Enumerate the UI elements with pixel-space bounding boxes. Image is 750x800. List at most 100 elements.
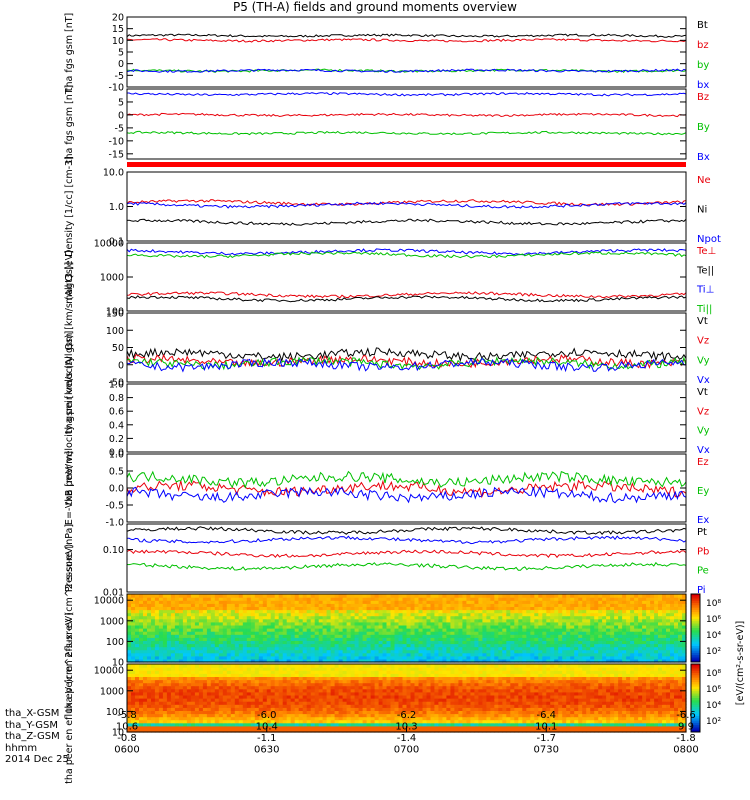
- spectrogram-cell: [398, 634, 404, 638]
- spectrogram-cell: [634, 719, 639, 724]
- spectrogram-cell: [174, 719, 180, 724]
- spectrogram-cell: [230, 631, 236, 635]
- spectrogram-cell: [522, 710, 527, 715]
- spectrogram-cell: [594, 704, 599, 708]
- spectrogram-cell: [422, 701, 428, 705]
- spectrogram-cell: [542, 609, 547, 614]
- spectrogram-cell: [666, 716, 671, 721]
- colorbar-tick-label: 10²: [706, 647, 721, 657]
- spectrogram-cell: [386, 698, 392, 702]
- spectrogram-cell: [646, 606, 651, 611]
- spectrogram-cell: [618, 609, 623, 614]
- spectrogram-cell: [470, 618, 475, 623]
- spectrogram-cell: [546, 600, 551, 604]
- spectrogram-cell: [570, 728, 575, 733]
- spectrogram-cell: [186, 649, 192, 654]
- spectrogram-cell: [386, 631, 392, 635]
- spectrogram-cell: [470, 600, 475, 604]
- spectrogram-cell: [322, 710, 328, 715]
- spectrogram-cell: [178, 725, 184, 730]
- spectrogram-cell: [286, 725, 292, 730]
- spectrogram-cell: [139, 646, 144, 651]
- spectrogram-cell: [198, 710, 204, 715]
- spectrogram-cell: [406, 606, 412, 611]
- spectrogram-cell: [206, 609, 212, 614]
- spectrogram-cell: [342, 725, 348, 730]
- spectrogram-cell: [390, 615, 396, 620]
- spectrogram-cell: [478, 594, 483, 598]
- spectrogram-cell: [338, 652, 344, 657]
- spectrogram-cell: [214, 609, 220, 614]
- spectrogram-cell: [626, 600, 631, 604]
- spectrogram-cell: [430, 728, 436, 733]
- spectrogram-cell: [298, 594, 304, 598]
- spectrogram-cell: [318, 652, 324, 657]
- spectrogram-cell: [602, 637, 607, 641]
- spectrogram-cell: [446, 628, 451, 632]
- spectrogram-cell: [670, 698, 675, 702]
- spectrogram-cell: [534, 716, 539, 721]
- spectrogram-cell: [170, 624, 176, 629]
- spectrogram-cell: [242, 624, 248, 629]
- spectrogram-cell: [178, 612, 184, 617]
- spectrogram-cell: [494, 621, 499, 626]
- spectrogram-cell: [382, 646, 388, 651]
- spectrogram-cell: [154, 716, 160, 721]
- spectrogram-cell: [566, 652, 571, 657]
- spectrogram-cell: [326, 628, 332, 632]
- spectrogram-cell: [298, 609, 304, 614]
- spectrogram-cell: [586, 649, 591, 654]
- spectrogram-cell: [478, 658, 483, 663]
- spectrogram-cell: [490, 716, 495, 721]
- spectrogram-cell: [426, 646, 432, 651]
- spectrogram-cell: [158, 652, 164, 657]
- spectrogram-cell: [230, 701, 236, 705]
- spectrogram-cell: [542, 655, 547, 660]
- spectrogram-cell: [214, 643, 220, 648]
- spectrogram-cell: [238, 652, 244, 657]
- spectrogram-cell: [246, 600, 252, 604]
- spectrogram-cell: [482, 658, 487, 663]
- spectrogram-cell: [350, 628, 356, 632]
- spectrogram-cell: [518, 652, 523, 657]
- spectrogram-cell: [554, 603, 559, 607]
- spectrogram-cell: [638, 631, 643, 635]
- spectrogram-cell: [226, 719, 232, 724]
- spectrogram-cell: [166, 694, 172, 699]
- spectrogram-cell: [374, 643, 380, 648]
- spectrogram-cell: [422, 713, 428, 718]
- spectrogram-cell: [334, 600, 340, 604]
- spectrogram-cell: [502, 658, 507, 663]
- spectrogram-cell: [366, 634, 372, 638]
- spectrogram-cell: [266, 701, 272, 705]
- spectrogram-cell: [151, 658, 156, 663]
- spectrogram-cell: [534, 649, 539, 654]
- spectrogram-cell: [566, 707, 571, 711]
- spectrogram-cell: [210, 649, 216, 654]
- spectrogram-cell: [254, 719, 260, 724]
- spectrogram-cell: [258, 652, 264, 657]
- spectrogram-cell: [350, 621, 356, 626]
- spectrogram-cell: [666, 600, 671, 604]
- spectrogram-cell: [566, 713, 571, 718]
- spectrogram-cell: [482, 704, 487, 708]
- spectrogram-cell: [514, 640, 519, 645]
- spectrogram-cell: [482, 597, 487, 601]
- spectrogram-cell: [242, 694, 248, 699]
- spectrogram-cell: [290, 618, 296, 623]
- spectrogram-cell: [590, 716, 595, 721]
- spectrogram-cell: [682, 594, 687, 598]
- spectrogram-cell: [574, 615, 579, 620]
- spectrogram-cell: [594, 698, 599, 702]
- spectrogram-cell: [458, 594, 463, 598]
- spectrogram-cell: [554, 637, 559, 641]
- spectrogram-cell: [350, 649, 356, 654]
- spectrogram-cell: [618, 612, 623, 617]
- spectrogram-cell: [290, 707, 296, 711]
- spectrogram-cell: [242, 719, 248, 724]
- spectrogram-cell: [326, 637, 332, 641]
- spectrogram-cell: [542, 652, 547, 657]
- spectrogram-cell: [394, 618, 400, 623]
- spectrogram-cell: [290, 631, 296, 635]
- spectrogram-cell: [494, 615, 499, 620]
